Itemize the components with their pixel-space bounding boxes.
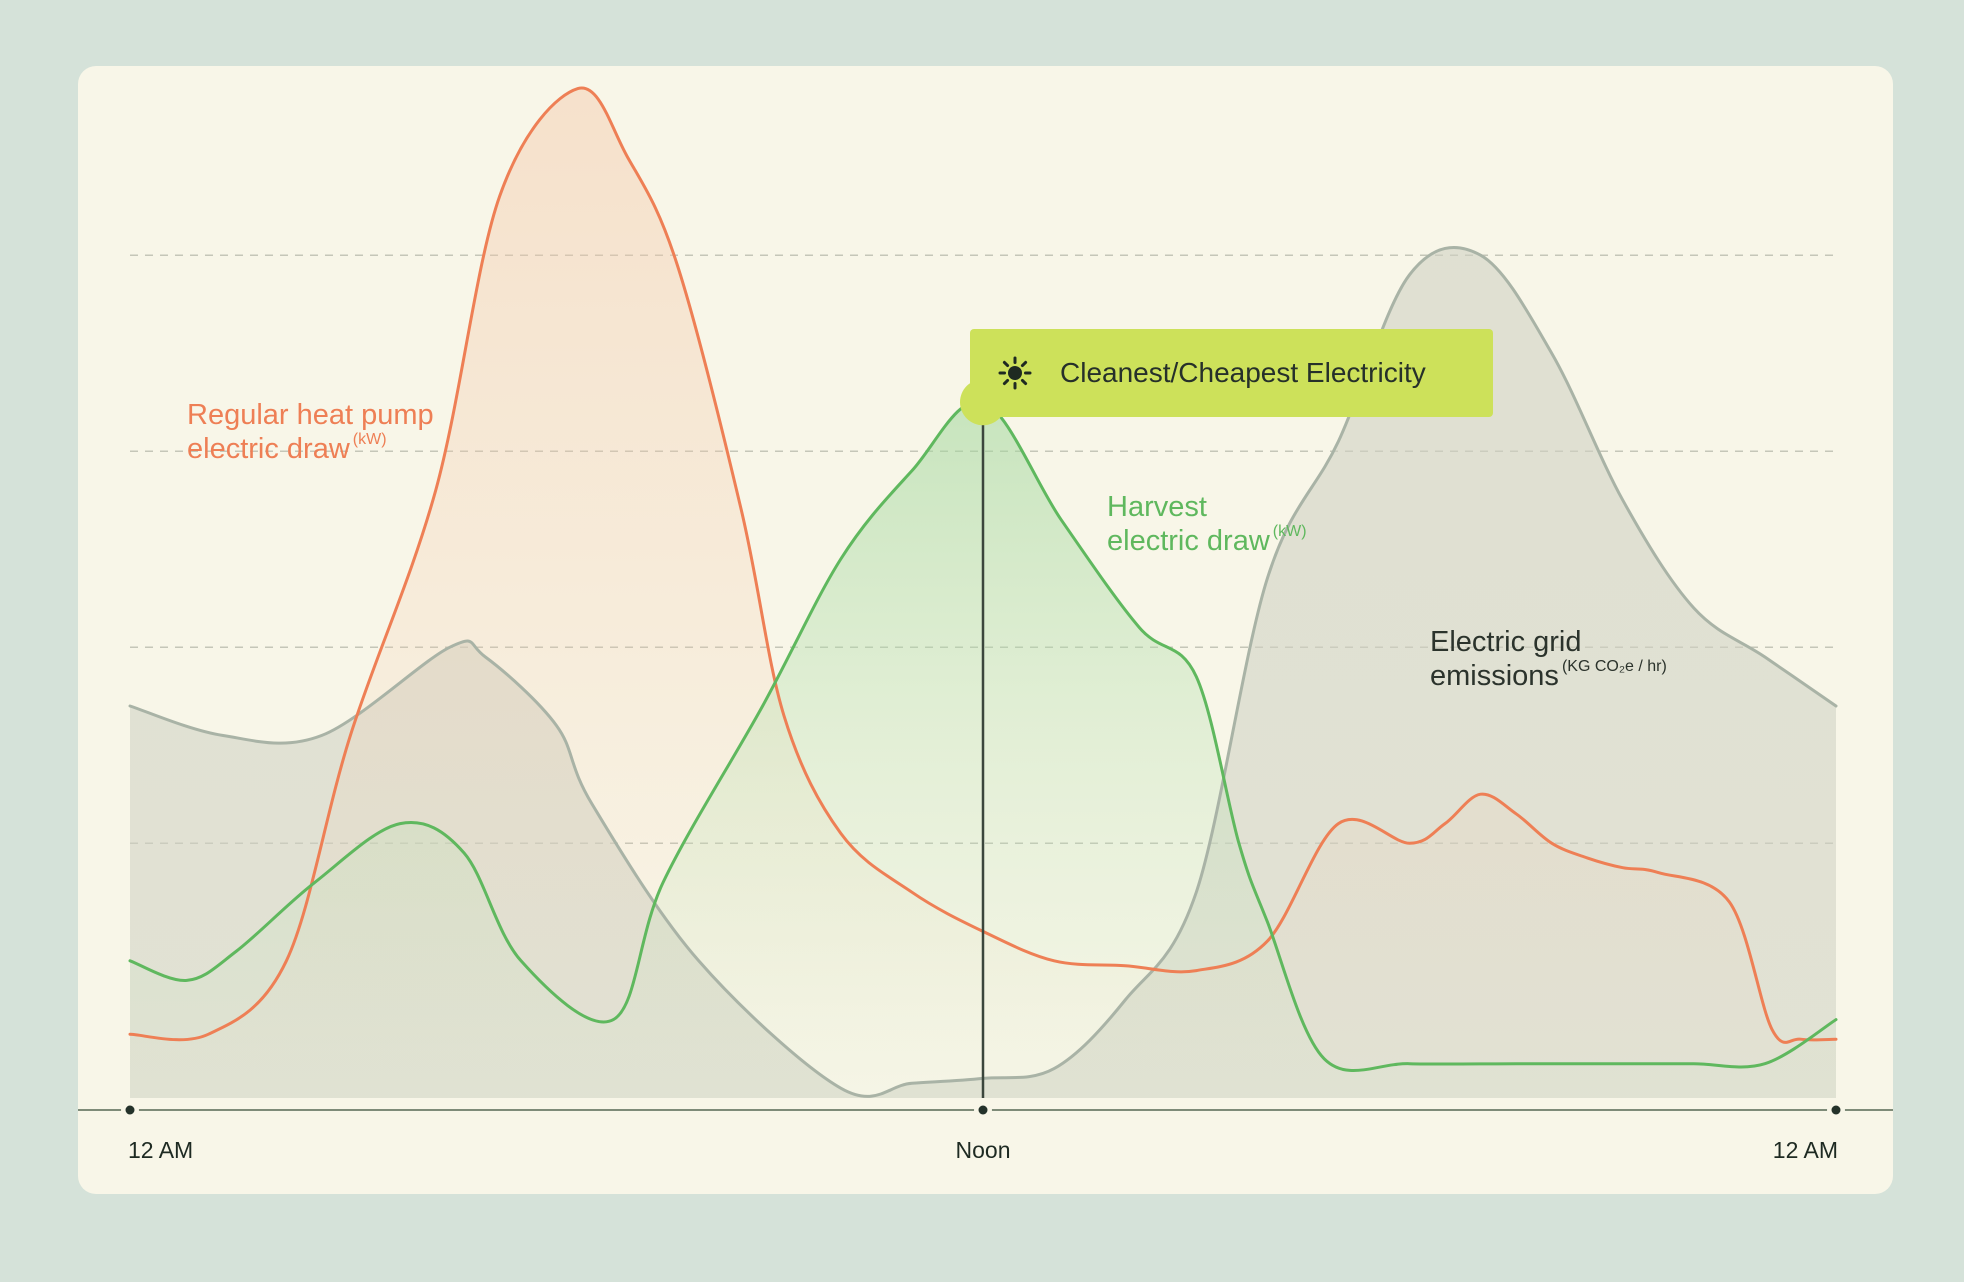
sun-icon-ray [1002,360,1010,368]
x-tick-label: Noon [956,1137,1011,1163]
chart: 12 AM Noon 12 AM Cleanest/Cheapest Electri… [78,86,1893,1163]
x-tick-label: 12 AM [1773,1137,1838,1163]
x-axis: 12 AM Noon 12 AM [78,1101,1893,1163]
sun-icon-core [1008,366,1022,380]
series-label-line1: Regular heat pump [187,399,434,431]
tick-dot [125,1105,135,1115]
sun-icon-ray [1002,378,1010,386]
series-label-line2: electric draw (kW) [1107,523,1307,557]
series-line [128,86,1838,1044]
series-label-line1: Electric grid [1430,626,1582,658]
series-area [130,87,1836,1098]
sun-icon-ray [1020,360,1028,368]
chart-card: 12 AM Noon 12 AM Cleanest/Cheapest Electri… [78,66,1893,1194]
sun-icon [998,356,1032,390]
tick-dot [978,1105,988,1115]
series-label-line2: electric draw (kW) [187,431,387,465]
highlight-badge [970,329,1493,417]
x-tick-label: 12 AM [128,1137,193,1163]
tick-dot [1831,1105,1841,1115]
series-line [128,246,1838,1098]
highlight-label: Cleanest/Cheapest Electricity [1060,357,1426,388]
highlight-marker: Cleanest/Cheapest Electricity [960,329,1493,1098]
series-label-line2: emissions (KG CO₂e / hr) [1430,658,1667,692]
sun-icon-ray [1020,378,1028,386]
series-label-line1: Harvest [1107,491,1207,523]
